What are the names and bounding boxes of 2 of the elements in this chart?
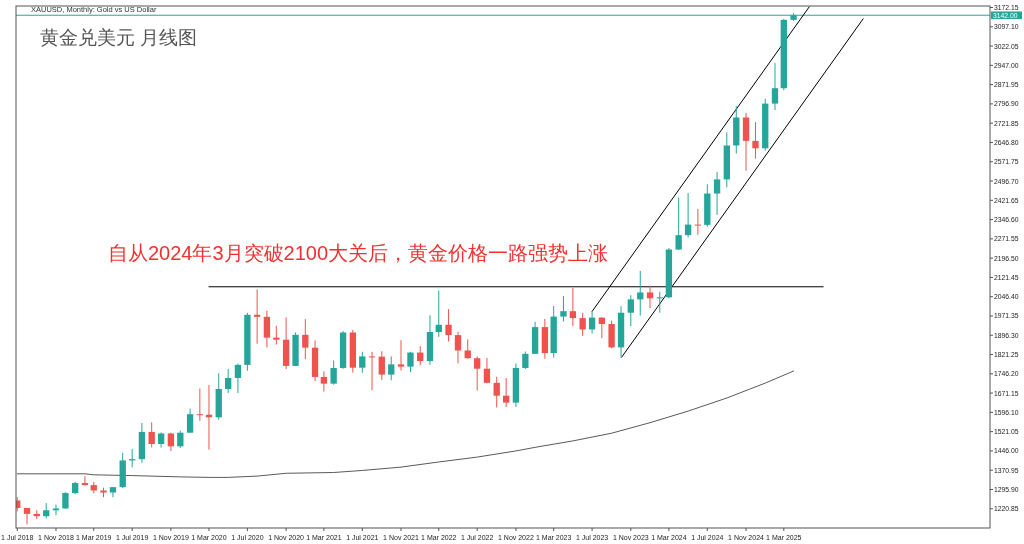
text: 黄金兑美元 月线图 xyxy=(40,27,198,48)
annotation: 自从2024年3月突破2100大关后，黄金价格一路强势上涨 xyxy=(108,242,609,264)
